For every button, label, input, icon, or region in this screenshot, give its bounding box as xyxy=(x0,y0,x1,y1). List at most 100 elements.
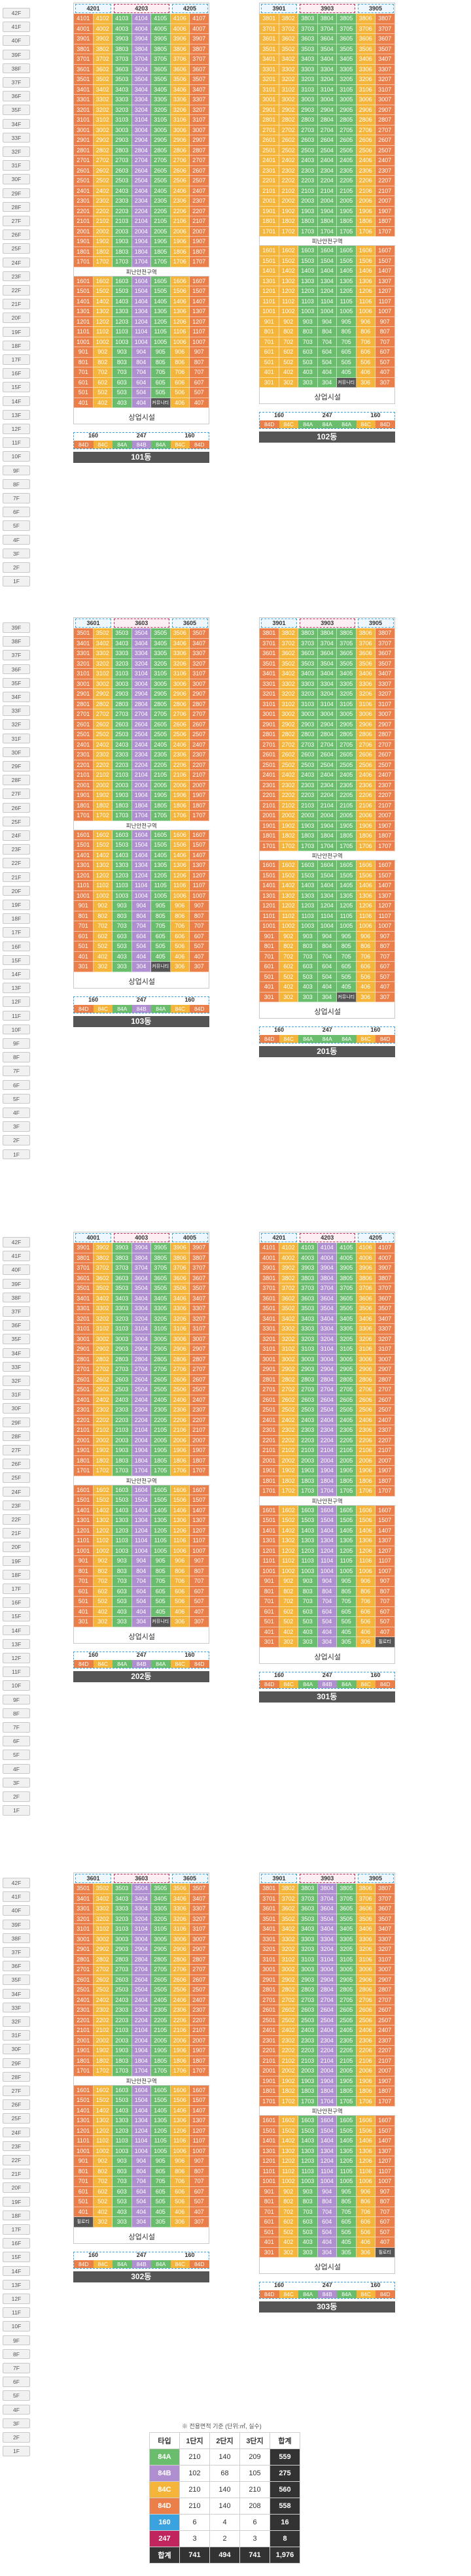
unit-cell: 3201 xyxy=(260,1334,279,1344)
unit-cell: 1802 xyxy=(93,2056,113,2066)
summary-value-cell: 559 xyxy=(270,2449,300,2466)
building-name: 102동 xyxy=(259,432,395,443)
unit-cell: 1806 xyxy=(170,800,190,811)
unit-cell: 2807 xyxy=(190,145,209,156)
unit-cell: 3806 xyxy=(356,1273,375,1283)
unit-cell: 2301 xyxy=(74,750,94,760)
unit-cell: 1103 xyxy=(113,327,132,337)
unit-cell: 2207 xyxy=(375,176,395,186)
unit-cell: 1101 xyxy=(74,881,94,891)
unit-cell: 902 xyxy=(279,2186,298,2197)
type-label-160: 160 xyxy=(370,1671,381,1678)
unit-cell: 3606 xyxy=(356,649,375,659)
unit-cell: 1507 xyxy=(375,1516,395,1526)
type-chip-84B: 84B xyxy=(131,441,151,449)
unit-cell: 2507 xyxy=(190,1385,209,1395)
unit-cell: 2506 xyxy=(170,730,190,740)
unit-cell: 1902 xyxy=(279,2076,298,2086)
unit-cell: 2306 xyxy=(356,165,375,176)
unit-cell: 2601 xyxy=(260,1395,279,1405)
unit-cell: 2407 xyxy=(190,1995,209,2005)
unit-cell: 1807 xyxy=(375,2086,395,2097)
unit-cell: 3806 xyxy=(356,14,375,24)
unit-cell: 3707 xyxy=(375,1283,395,1294)
unit-cell: 1907 xyxy=(375,1466,395,1476)
unit-cell: 1306 xyxy=(170,307,190,317)
unit-cell: 1105 xyxy=(151,2136,171,2146)
type-bar-bottom: 84D 84C 84A 84A 84A 84C 84D xyxy=(260,420,395,428)
unit-cell: 3407 xyxy=(375,669,395,679)
unit-cell: 3304 xyxy=(317,64,337,75)
summary-value-cell: 558 xyxy=(270,2498,300,2515)
unit-cell: 2805 xyxy=(151,1954,171,1965)
unit-cell: 3306 xyxy=(170,1304,190,1314)
unit-cell: 1605 xyxy=(337,2116,357,2126)
unit-cell: 1906 xyxy=(170,790,190,801)
unit-cell: 705 xyxy=(337,1597,357,1607)
unit-cell: 2103 xyxy=(113,770,132,781)
unit-cell: 406 xyxy=(170,2207,190,2217)
unit-cell: 302 xyxy=(279,377,298,388)
unit-cell: 705 xyxy=(337,951,357,962)
type-chip-84D: 84D xyxy=(375,1035,395,1043)
unit-cell: 303 xyxy=(298,2247,318,2258)
floor-label: 39F xyxy=(3,622,30,633)
unit-cell: 1401 xyxy=(74,2105,94,2116)
unit-cell: 3104 xyxy=(131,669,151,679)
unit-cell: 1903 xyxy=(298,821,318,831)
unit-cell: 1305 xyxy=(151,1516,171,1526)
unit-cell: 3207 xyxy=(190,105,209,115)
unit-cell: 3205 xyxy=(337,689,357,700)
unit-cell: 706 xyxy=(356,1597,375,1607)
unit-cell: 1606 xyxy=(356,2116,375,2126)
unit-cell: 3103 xyxy=(298,1954,318,1965)
unit-cell: 3104 xyxy=(131,1924,151,1935)
unit-cell: 3702 xyxy=(93,54,113,65)
type-chip-84D: 84D xyxy=(74,2260,94,2268)
unit-cell: 1505 xyxy=(337,2126,357,2136)
unit-cell: 2601 xyxy=(260,135,279,146)
unit-cell: 1304 xyxy=(317,890,337,901)
unit-cell: 902 xyxy=(279,931,298,941)
unit-cell: 402 xyxy=(279,2237,298,2248)
summary-type-cell: 84D xyxy=(149,2498,180,2515)
unit-cell: 1902 xyxy=(93,2046,113,2056)
unit-cell: 1403 xyxy=(298,2136,318,2146)
unit-cell: 2505 xyxy=(151,1385,171,1395)
unit-cell: 605 xyxy=(151,377,171,388)
unit-cell: 707 xyxy=(190,921,209,932)
unit-cell: 1106 xyxy=(356,911,375,921)
unit-cell: 1106 xyxy=(356,1556,375,1567)
type-chip-84A: 84A xyxy=(337,2290,357,2298)
unit-cell: 1606 xyxy=(356,246,375,256)
unit-cell: 3405 xyxy=(337,669,357,679)
unit-cell: 1203 xyxy=(298,1546,318,1556)
summary-value-cell: 102 xyxy=(179,2465,210,2482)
unit-cell: 3205 xyxy=(151,1313,171,1324)
unit-cell: 907 xyxy=(375,1576,395,1587)
unit-cell: 1004 xyxy=(131,890,151,901)
unit-cell: 404 xyxy=(317,982,337,992)
unit-cell: 1503 xyxy=(298,870,318,881)
unit-cell: 2202 xyxy=(93,1415,113,1425)
unit-cell: 901 xyxy=(260,316,279,327)
unit-cell: 1704 xyxy=(131,811,151,821)
unit-cell: 1607 xyxy=(375,860,395,871)
unit-cell: 1903 xyxy=(298,2076,318,2086)
unit-cell: 1206 xyxy=(170,870,190,881)
unit-cell: 2203 xyxy=(298,176,318,186)
unit-cell: 2501 xyxy=(74,176,94,186)
unit-cell: 3003 xyxy=(298,1965,318,1975)
unit-cell: 1205 xyxy=(337,901,357,911)
unit-cell: 1203 xyxy=(298,2156,318,2167)
unit-cell: 1201 xyxy=(74,1525,94,1536)
unit-cell: 1504 xyxy=(317,870,337,881)
unit-cell: 2406 xyxy=(356,156,375,166)
unit-cell: 2807 xyxy=(375,1985,395,1995)
unit-cell: 1502 xyxy=(93,286,113,297)
unit-cell: 502 xyxy=(279,1617,298,1627)
unit-cell: 3207 xyxy=(375,689,395,700)
unit-cell: 406 xyxy=(356,1627,375,1637)
unit-cell: 3707 xyxy=(190,1263,209,1274)
unit-cell: 3206 xyxy=(170,105,190,115)
